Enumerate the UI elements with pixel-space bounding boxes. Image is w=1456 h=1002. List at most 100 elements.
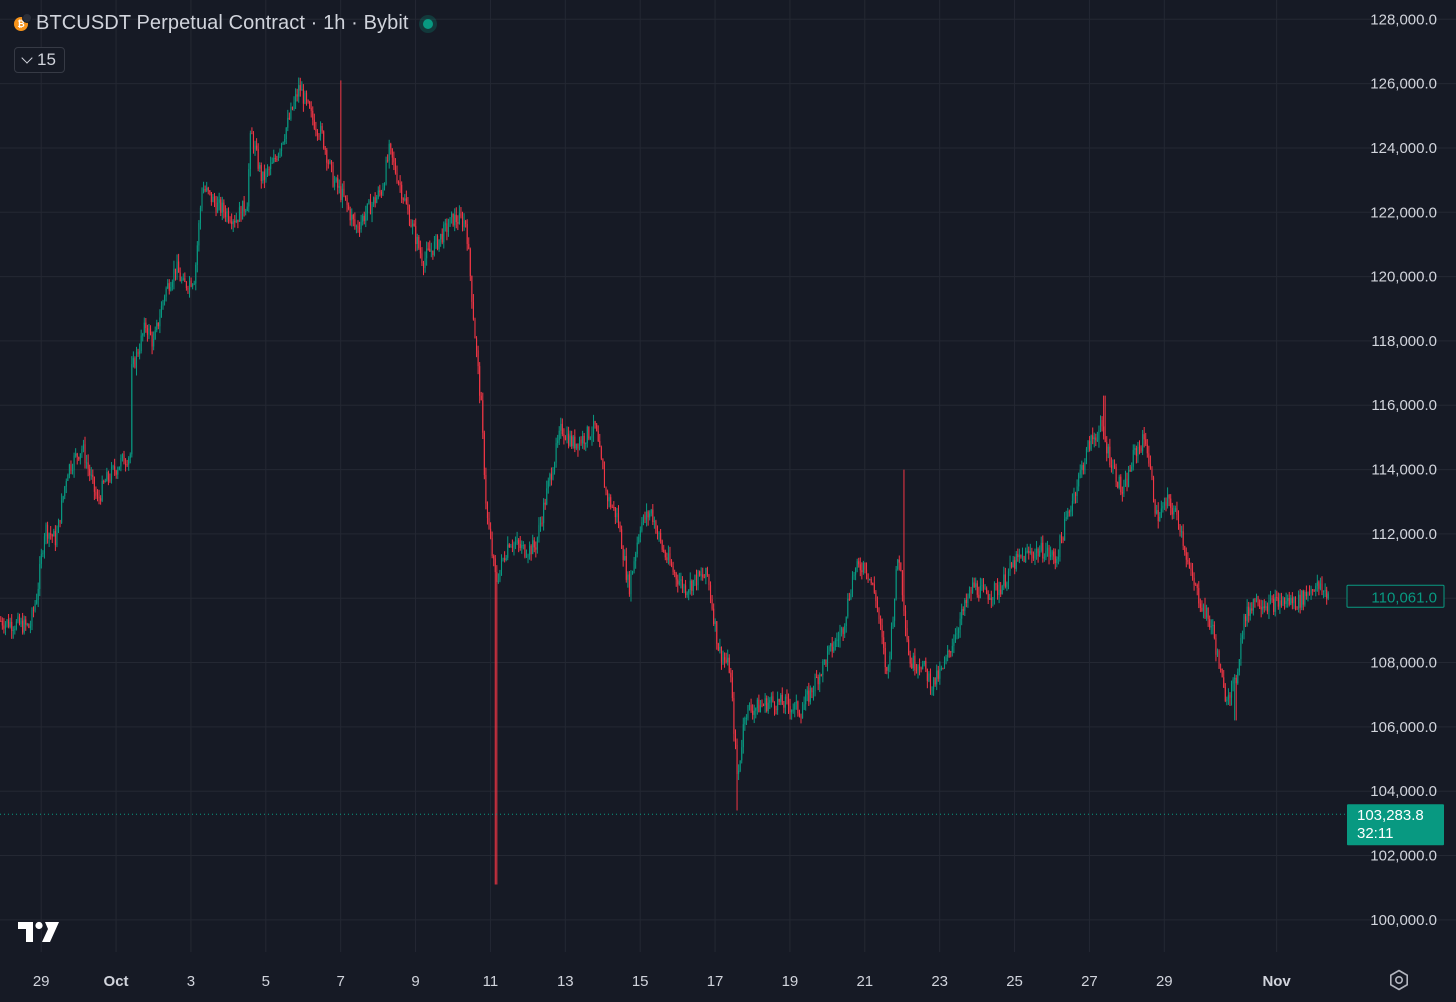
candle-down xyxy=(1201,607,1203,611)
candle-up xyxy=(834,639,836,648)
candle-up xyxy=(404,198,406,200)
candle-up xyxy=(975,583,977,588)
candle-up xyxy=(560,423,562,431)
candle-down xyxy=(480,395,482,401)
candle-up xyxy=(1290,597,1292,605)
current-price-box xyxy=(1347,804,1444,846)
candle-up xyxy=(1162,505,1164,509)
candle-down xyxy=(457,222,459,224)
candle-down xyxy=(870,578,872,584)
candle-down xyxy=(466,224,468,244)
date-tick-label: 25 xyxy=(1006,973,1023,990)
candle-up xyxy=(803,704,805,710)
candle-down xyxy=(47,524,49,539)
candle-up xyxy=(1287,597,1289,601)
candle-up xyxy=(536,537,538,550)
candle-up xyxy=(552,472,554,480)
candle-up xyxy=(132,358,134,365)
candle-up xyxy=(649,513,651,518)
date-tick-label: Oct xyxy=(104,973,129,990)
candle-up xyxy=(742,724,744,748)
candle-up xyxy=(1070,510,1072,512)
candle-up xyxy=(1159,516,1161,522)
tradingview-logo[interactable] xyxy=(18,920,62,944)
candle-down xyxy=(374,197,376,203)
candle-up xyxy=(1006,582,1008,587)
indicator-toggle[interactable]: 15 xyxy=(14,47,65,73)
candle-down xyxy=(685,585,687,596)
candle-down xyxy=(50,533,52,535)
candle-up xyxy=(1107,446,1109,454)
candle-down xyxy=(752,710,754,715)
candle-up xyxy=(242,200,244,220)
candle-up xyxy=(388,143,390,161)
price-axis[interactable]: 100,000.0 102,000.0 104,000.0 106,000.0 108,… xyxy=(1370,11,1437,929)
candle-up xyxy=(440,233,442,240)
candle-down xyxy=(387,160,389,162)
candle-up xyxy=(828,646,830,651)
candle-down xyxy=(773,701,776,709)
candle-up xyxy=(998,589,1000,596)
candle-up xyxy=(444,223,446,225)
candle-down xyxy=(1288,597,1290,605)
candle-up xyxy=(826,650,829,665)
candle-up xyxy=(582,435,584,444)
candle-up xyxy=(34,603,36,611)
candle-up xyxy=(889,655,891,666)
candle-down xyxy=(379,190,381,192)
symbol-title[interactable]: BTCUSDT Perpetual Contract · 1h · Bybit xyxy=(36,12,409,34)
candle-up xyxy=(1132,449,1134,467)
candle-up xyxy=(853,574,855,577)
candle-up xyxy=(218,199,220,203)
candle-up xyxy=(1293,597,1295,604)
candle-up xyxy=(1279,600,1281,607)
candle-down xyxy=(706,567,708,576)
candle-down xyxy=(842,628,844,635)
candle-down xyxy=(1146,444,1148,454)
settings-gear-icon[interactable] xyxy=(1388,969,1410,991)
candle-up xyxy=(683,585,685,589)
candle-down xyxy=(408,209,411,225)
candle-down xyxy=(419,247,421,254)
candle-down xyxy=(410,224,412,227)
candle-up xyxy=(954,634,956,643)
candle-down xyxy=(1149,463,1151,469)
candle-down xyxy=(504,558,506,561)
candle-up xyxy=(767,702,769,711)
candle-up xyxy=(212,196,214,203)
candle-up xyxy=(912,655,914,669)
candle-down xyxy=(461,216,464,227)
candle-down xyxy=(184,278,186,283)
candle-down xyxy=(603,469,606,488)
candle-down xyxy=(1138,446,1141,448)
candle-down xyxy=(263,171,265,180)
candle-down xyxy=(619,525,621,530)
candle-down xyxy=(213,196,216,203)
candle-down xyxy=(337,178,339,188)
market-status-icon[interactable] xyxy=(422,18,433,29)
candle-up xyxy=(265,170,267,180)
candle-down xyxy=(574,436,576,449)
candle-up xyxy=(586,426,588,443)
candle-down xyxy=(1207,607,1209,619)
candle-up xyxy=(1142,434,1144,452)
candle-up xyxy=(1285,600,1287,605)
candle-up xyxy=(759,705,761,713)
candle-down xyxy=(1276,597,1278,599)
candle-up xyxy=(805,694,807,705)
candle-up xyxy=(1124,478,1127,486)
candle-up xyxy=(802,709,804,718)
candle-up xyxy=(416,236,418,245)
candle-down xyxy=(909,655,911,664)
candle-down xyxy=(1095,437,1097,441)
candle-down xyxy=(204,189,206,191)
time-axis[interactable]: 29 Oct 3 5 7 9 11 13 15 17 19 21 23 25 27 29 Nov xyxy=(33,973,1292,990)
candle-down xyxy=(326,149,328,163)
candle-up xyxy=(1319,583,1321,589)
candle-down xyxy=(519,543,521,548)
candle-up xyxy=(1310,589,1312,594)
candle-down xyxy=(369,200,372,215)
candle-up xyxy=(106,472,108,482)
candle-down xyxy=(1082,465,1084,471)
